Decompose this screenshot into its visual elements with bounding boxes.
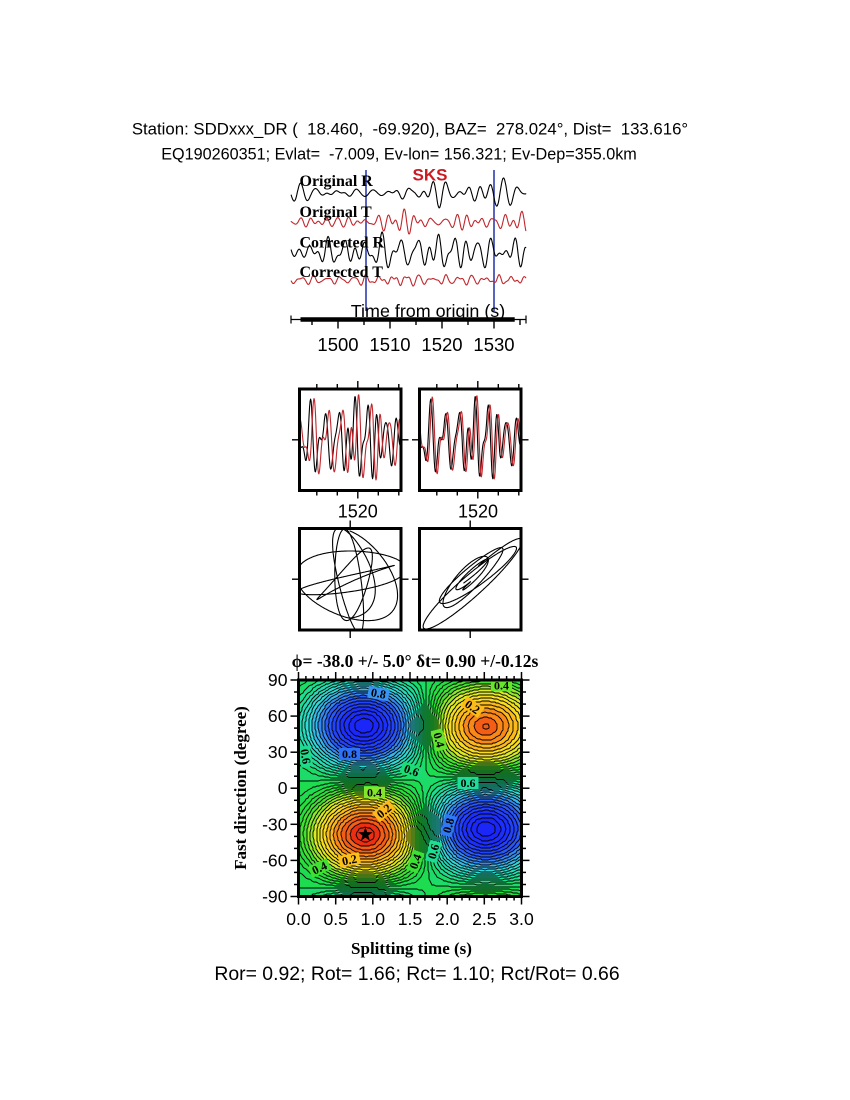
- svg-text:2.5: 2.5: [472, 909, 497, 929]
- svg-text:-30: -30: [262, 814, 288, 834]
- svg-text:Ror= 0.92; Rot= 1.66; Rct= 1.1: Ror= 0.92; Rot= 1.66; Rct= 1.10; Rct/Rot…: [214, 963, 619, 985]
- svg-text:0.6: 0.6: [297, 748, 313, 765]
- svg-text:0.4: 0.4: [310, 858, 330, 877]
- svg-text:Splitting time (s): Splitting time (s): [351, 939, 472, 958]
- svg-text:0.6: 0.6: [461, 776, 476, 790]
- svg-text:2.0: 2.0: [435, 909, 460, 929]
- svg-text:0.0: 0.0: [286, 909, 311, 929]
- svg-text:0.2: 0.2: [341, 852, 359, 869]
- svg-text:Corrected R: Corrected R: [300, 235, 385, 252]
- svg-text:3.0: 3.0: [509, 909, 534, 929]
- svg-text:Corrected T: Corrected T: [300, 264, 384, 281]
- svg-text:1520: 1520: [421, 334, 462, 355]
- svg-text:1.0: 1.0: [361, 909, 386, 929]
- svg-text:Time from origin (s): Time from origin (s): [351, 301, 505, 321]
- svg-text:0.8: 0.8: [370, 685, 387, 701]
- svg-text:0.4: 0.4: [494, 679, 509, 693]
- svg-text:0.6: 0.6: [402, 761, 421, 779]
- svg-text:0.4: 0.4: [430, 731, 447, 749]
- svg-text:1520: 1520: [458, 502, 498, 522]
- svg-text:-60: -60: [262, 850, 288, 870]
- svg-text:Station: SDDxxx_DR ( 18.460,: Station: SDDxxx_DR ( 18.460, -69.920), B…: [132, 120, 688, 139]
- svg-text:1510: 1510: [369, 334, 410, 355]
- svg-text:30: 30: [268, 742, 288, 762]
- svg-text:-90: -90: [262, 887, 288, 907]
- svg-text:1530: 1530: [473, 334, 514, 355]
- svg-text:90: 90: [268, 670, 288, 690]
- svg-text:Original R: Original R: [300, 173, 374, 190]
- svg-text:EQ190260351; Evlat= -7.009, E: EQ190260351; Evlat= -7.009, Ev-lon= 156.…: [161, 146, 637, 164]
- svg-text:60: 60: [268, 706, 288, 726]
- svg-text:0.8: 0.8: [342, 747, 357, 761]
- svg-text:0: 0: [278, 778, 288, 798]
- svg-text:Fast direction (degree): Fast direction (degree): [231, 706, 250, 870]
- svg-text:Original T: Original T: [300, 204, 372, 221]
- svg-text:0.5: 0.5: [323, 909, 348, 929]
- svg-text:0.4: 0.4: [367, 786, 382, 800]
- svg-text:SKS: SKS: [413, 166, 448, 185]
- svg-text:ϕ= -38.0 +/- 5.0° δt= 0.90 +/-: ϕ= -38.0 +/- 5.0° δt= 0.90 +/-0.12s: [292, 651, 539, 671]
- svg-text:1.5: 1.5: [398, 909, 423, 929]
- svg-text:0.6: 0.6: [425, 842, 442, 860]
- svg-text:0.8: 0.8: [440, 816, 457, 834]
- svg-text:0.4: 0.4: [406, 852, 424, 871]
- svg-text:1500: 1500: [317, 334, 358, 355]
- svg-text:1520: 1520: [338, 502, 378, 522]
